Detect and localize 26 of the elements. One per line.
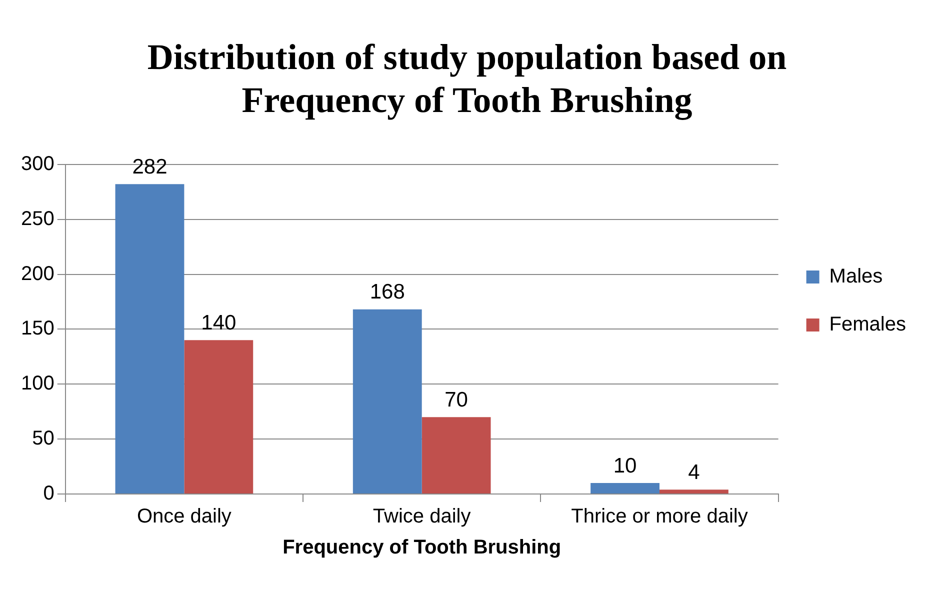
x-tick-label: Once daily [136, 506, 232, 528]
y-tick-label: 100 [20, 372, 54, 395]
data-label: 70 [444, 388, 468, 412]
bar [115, 184, 184, 494]
data-label: 4 [688, 460, 700, 484]
legend-label: Females [829, 314, 906, 336]
bar [184, 340, 254, 494]
bar [659, 490, 728, 494]
y-tick-label: 150 [20, 318, 54, 340]
data-label: 140 [201, 311, 236, 334]
bar [422, 417, 491, 494]
y-tick-label: 0 [43, 482, 54, 505]
data-label: 282 [132, 155, 168, 178]
x-axis-title: Frequency of Tooth Brushing [282, 536, 562, 559]
chart-title: Distribution of study population based on Frequency of Tooth Brushing [147, 36, 787, 120]
y-tick-label: 50 [32, 428, 54, 450]
x-tick-label: Twice daily [372, 506, 471, 528]
bar [590, 483, 660, 494]
legend-label: Males [829, 266, 883, 288]
bar [352, 309, 422, 494]
y-tick-label: 300 [20, 152, 54, 175]
y-tick-label: 250 [20, 208, 54, 230]
data-label: 168 [370, 280, 405, 304]
x-tick-label: Thrice or more daily [571, 506, 748, 528]
data-label: 10 [613, 454, 637, 478]
y-tick-label: 200 [20, 262, 54, 285]
